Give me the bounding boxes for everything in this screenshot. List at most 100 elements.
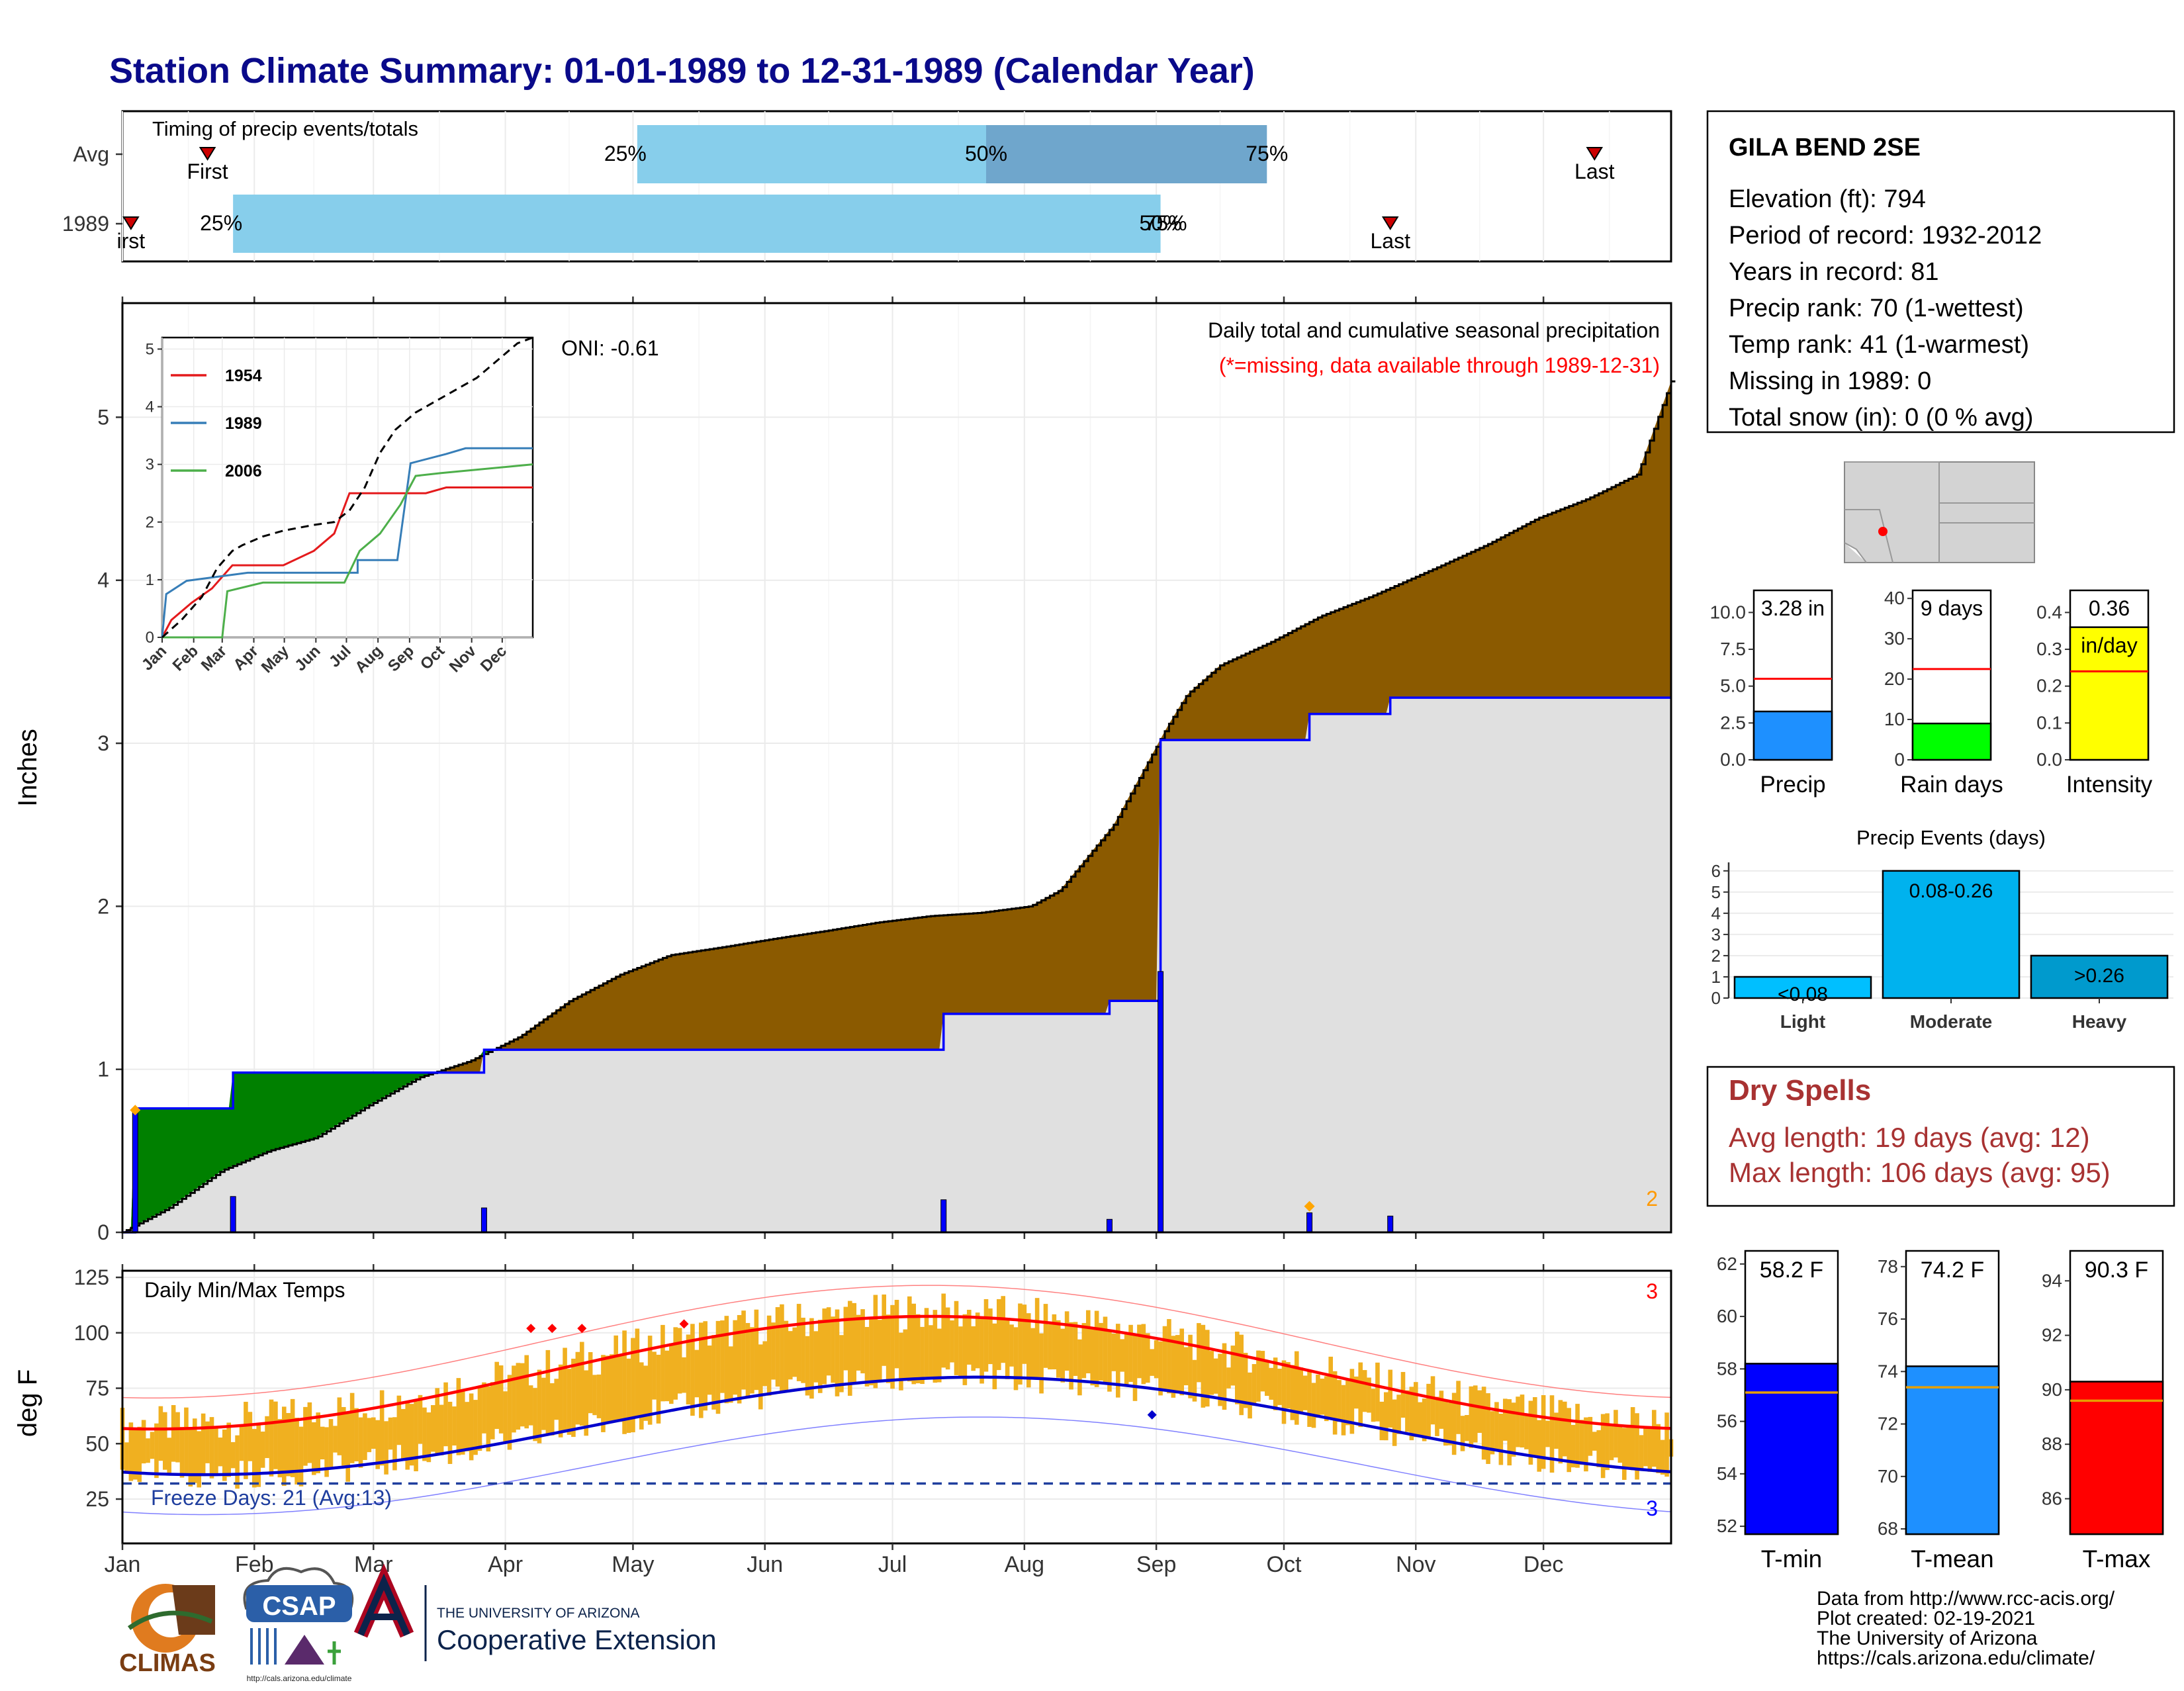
- temps-title: Daily Min/Max Temps: [144, 1278, 345, 1302]
- stat-bar-tick: 0: [1894, 749, 1905, 770]
- timing-last-marker-label: Last: [1370, 229, 1410, 253]
- temperature-stat-bars: 52 54 56 58 60 62 58.2 F T-min 68 70 72 74 76 78 74.2 …: [1717, 1250, 2164, 1573]
- timing-label: Timing of precip events/totals: [152, 117, 418, 140]
- events-bar: [1733, 976, 1872, 999]
- inset-series-line: [161, 447, 533, 638]
- station-info-line: Precip rank: 70 (1-wettest): [1729, 295, 2024, 322]
- events-bar: [1882, 870, 2021, 999]
- temp-count-bottom: 3: [1646, 1496, 1658, 1520]
- month-tick-label: Feb: [235, 1552, 274, 1577]
- station-info-line: Elevation (ft): 794: [1729, 185, 1926, 213]
- daily-precip-bar: [480, 1207, 487, 1233]
- daily-precip-bar: [1158, 971, 1164, 1233]
- precip-ytick-label: 2: [97, 894, 109, 918]
- timing-p75-label: 75%: [1145, 211, 1187, 235]
- record-high-marker: [679, 1319, 689, 1329]
- snow-marker: [1304, 1201, 1315, 1212]
- snow-marker: [130, 1105, 141, 1116]
- inset-ytick-label: 0: [146, 629, 154, 647]
- timing-p75-label: 75%: [1246, 142, 1288, 165]
- events-ytick-label: 2: [1711, 946, 1721, 966]
- station-name: GILA BEND 2SE: [1729, 134, 1921, 161]
- stat-bar-tick: 10.0: [1710, 602, 1747, 622]
- normal-min-line: [122, 1375, 1672, 1477]
- temp-bar-tick: 90: [2042, 1379, 2062, 1400]
- timing-last-marker: [1586, 147, 1604, 161]
- timing-last-marker: [1381, 216, 1399, 230]
- temp-bar-name: T-min: [1761, 1545, 1823, 1573]
- page-title: Station Climate Summary: 01-01-1989 to 1…: [109, 51, 1255, 91]
- precip-ytick-label: 3: [97, 731, 109, 755]
- cumulative-observed-line: [122, 696, 1671, 1234]
- temp-bar-value: [2069, 1381, 2164, 1535]
- inset-ytick-label: 5: [146, 340, 154, 358]
- inset-series-line: [162, 463, 533, 639]
- stat-bar-tick: 20: [1884, 668, 1905, 689]
- precip-ytick-label: 4: [97, 569, 109, 592]
- stat-bar-tick: 0.4: [2036, 602, 2062, 622]
- temps-ytick-label: 125: [74, 1265, 109, 1289]
- month-axis: Jan Feb Mar Apr May Jun Jul Aug Sep Oct Nov Dec: [105, 1543, 1563, 1577]
- temp-bar-tick: 88: [2042, 1434, 2062, 1454]
- precip-ytick-label: 0: [97, 1220, 109, 1244]
- record-high-marker: [547, 1324, 557, 1334]
- timing-first-marker: [122, 216, 140, 230]
- precip-ylabel: Inches: [13, 729, 42, 807]
- precip-ytick-label: 5: [97, 405, 109, 429]
- normal-max-line: [122, 1314, 1672, 1431]
- stat-bar-unit: in/day: [2081, 633, 2137, 657]
- record-low-marker: [1147, 1410, 1157, 1420]
- inset-ytick-label: 3: [146, 456, 154, 474]
- record-min-line: [122, 1416, 1672, 1516]
- ua-big-text: Cooperative Extension: [437, 1624, 717, 1655]
- temp-bar-tick: 58: [1717, 1358, 1737, 1379]
- stat-bar-value: [1911, 722, 1992, 761]
- footer-line: https://cals.arizona.edu/climate/: [1817, 1647, 2095, 1669]
- events-bar-label: 0.08-0.26: [1909, 880, 1993, 902]
- temp-bar-tick: 78: [1878, 1256, 1898, 1277]
- dry-spells-box: Dry Spells Avg length: 19 days (avg: 12)…: [1706, 1066, 2175, 1207]
- record-high-marker: [526, 1324, 536, 1334]
- station-info-line: Missing in 1989: 0: [1729, 367, 1931, 395]
- stat-bar-value: [1752, 710, 1833, 761]
- stat-bar-name: Rain days: [1900, 772, 2003, 798]
- footer: CLIMAS CSAP http://cals.arizona.edu/clim…: [119, 1563, 2115, 1683]
- temp-bar-value: [1905, 1365, 2000, 1535]
- climas-logo-text: CLIMAS: [119, 1649, 216, 1677]
- timing-first-marker-label: irst: [117, 229, 146, 253]
- climas-logo: CLIMAS: [119, 1584, 216, 1677]
- temp-bar-tick: 70: [1878, 1466, 1898, 1486]
- stat-bar-label: 3.28 in: [1761, 596, 1825, 620]
- stat-bar-name: Intensity: [2066, 772, 2153, 798]
- month-tick-label: Aug: [1005, 1552, 1045, 1577]
- timing-bar-q2: [637, 125, 986, 183]
- events-category-label: Light: [1780, 1011, 1825, 1032]
- inset-ytick-label: 4: [146, 398, 154, 416]
- csap-url: http://cals.arizona.edu/climate: [247, 1674, 352, 1683]
- dry-spells-avg: Avg length: 19 days (avg: 12): [1729, 1122, 2090, 1153]
- dry-spells-title: Dry Spells: [1729, 1074, 1871, 1107]
- precip-missing-note: (*=missing, data available through 1989-…: [1219, 353, 1660, 377]
- inset-legend-label: 2006: [225, 462, 262, 480]
- stat-bar-tick: 0.0: [1720, 749, 1746, 770]
- station-location-marker: [1878, 527, 1888, 536]
- temp-bar-tick: 94: [2042, 1270, 2062, 1291]
- temp-bar-tick: 60: [1717, 1306, 1737, 1326]
- stat-bar-tick: 0.3: [2036, 639, 2062, 659]
- timing-p25-label: 25%: [200, 211, 242, 235]
- precip-stat-bars: 0.0 2.5 5.0 7.5 10.0 3.28 in Precip 0 10 20 30 40 9 …: [1710, 588, 2153, 798]
- stat-bar-name: Precip: [1760, 772, 1825, 798]
- inset-series-line: [161, 486, 533, 638]
- precip-note: Daily total and cumulative seasonal prec…: [1208, 318, 1660, 342]
- temps-ytick-label: 75: [85, 1377, 109, 1400]
- events-ytick-label: 6: [1711, 861, 1721, 881]
- daily-precip-bar: [1387, 1215, 1394, 1233]
- events-ytick-label: 5: [1711, 882, 1721, 902]
- freeze-days: Freeze Days: 21 (Avg:13): [151, 1486, 392, 1510]
- stat-bar-tick: 0.1: [2036, 712, 2062, 733]
- month-tick-label: Apr: [488, 1552, 523, 1577]
- month-tick-label: Jun: [747, 1552, 783, 1577]
- footer-line: Plot created: 02-19-2021: [1817, 1608, 2035, 1629]
